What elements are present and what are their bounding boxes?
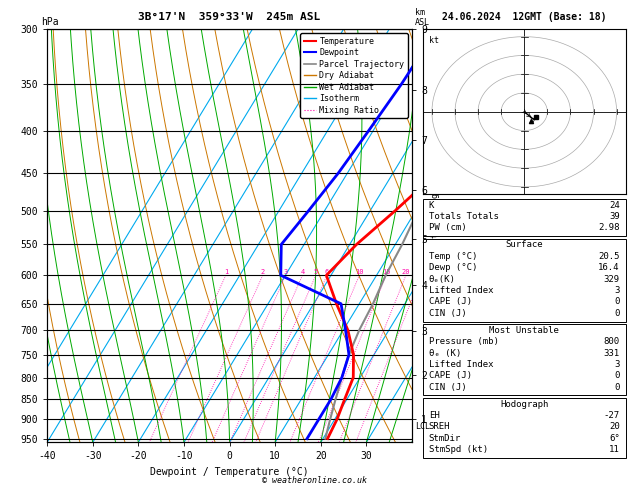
Text: © weatheronline.co.uk: © weatheronline.co.uk	[262, 476, 367, 485]
Text: Dewp (°C): Dewp (°C)	[429, 263, 477, 272]
Text: CAPE (J): CAPE (J)	[429, 371, 472, 380]
Text: Hodograph: Hodograph	[500, 399, 548, 409]
Text: kt: kt	[429, 36, 439, 45]
Text: LCL: LCL	[415, 422, 430, 431]
Bar	[423, 239, 626, 322]
Text: Surface: Surface	[506, 241, 543, 249]
Text: Lifted Index: Lifted Index	[429, 286, 493, 295]
Text: 20.5: 20.5	[598, 252, 620, 261]
Text: K: K	[429, 201, 434, 209]
Text: 20: 20	[609, 422, 620, 432]
Text: PW (cm): PW (cm)	[429, 224, 467, 232]
Text: Temp (°C): Temp (°C)	[429, 252, 477, 261]
Text: Most Unstable: Most Unstable	[489, 326, 559, 335]
Text: 4: 4	[300, 269, 304, 276]
Text: 800: 800	[604, 337, 620, 346]
Text: CIN (J): CIN (J)	[429, 382, 467, 392]
Text: km
ASL: km ASL	[415, 8, 430, 27]
Text: SREH: SREH	[429, 422, 450, 432]
Text: 10: 10	[355, 269, 364, 276]
Text: Mixing Ratio (g/kg): Mixing Ratio (g/kg)	[431, 188, 440, 283]
Legend: Temperature, Dewpoint, Parcel Trajectory, Dry Adiabat, Wet Adiabat, Isotherm, Mi: Temperature, Dewpoint, Parcel Trajectory…	[300, 34, 408, 118]
Bar	[423, 199, 626, 236]
Text: CAPE (J): CAPE (J)	[429, 297, 472, 306]
Text: θₑ(K): θₑ(K)	[429, 275, 455, 284]
Text: 5: 5	[314, 269, 318, 276]
Text: θₑ (K): θₑ (K)	[429, 348, 461, 358]
Text: StmDir: StmDir	[429, 434, 461, 443]
Bar	[423, 324, 626, 396]
Text: 20: 20	[402, 269, 410, 276]
Text: -27: -27	[604, 411, 620, 420]
Text: 1: 1	[224, 269, 228, 276]
Text: 15: 15	[382, 269, 391, 276]
Text: 0: 0	[615, 309, 620, 318]
Text: hPa: hPa	[41, 17, 58, 27]
Text: 0: 0	[615, 371, 620, 380]
Text: 2: 2	[260, 269, 265, 276]
Text: 11: 11	[609, 445, 620, 454]
Text: 331: 331	[604, 348, 620, 358]
Text: 6°: 6°	[609, 434, 620, 443]
Text: 6: 6	[325, 269, 329, 276]
Text: StmSpd (kt): StmSpd (kt)	[429, 445, 488, 454]
Text: 3B°17'N  359°33'W  245m ASL: 3B°17'N 359°33'W 245m ASL	[138, 12, 321, 22]
Text: 2.98: 2.98	[598, 224, 620, 232]
Text: 0: 0	[615, 297, 620, 306]
Text: 3: 3	[615, 286, 620, 295]
Text: 39: 39	[609, 212, 620, 221]
Text: CIN (J): CIN (J)	[429, 309, 467, 318]
Bar	[423, 399, 626, 458]
X-axis label: Dewpoint / Temperature (°C): Dewpoint / Temperature (°C)	[150, 467, 309, 477]
Text: 329: 329	[604, 275, 620, 284]
Text: 24.06.2024  12GMT (Base: 18): 24.06.2024 12GMT (Base: 18)	[442, 12, 606, 22]
Text: EH: EH	[429, 411, 440, 420]
Text: Totals Totals: Totals Totals	[429, 212, 499, 221]
Text: 24: 24	[609, 201, 620, 209]
Text: 16.4: 16.4	[598, 263, 620, 272]
Text: Lifted Index: Lifted Index	[429, 360, 493, 369]
Text: Pressure (mb): Pressure (mb)	[429, 337, 499, 346]
Text: 3: 3	[615, 360, 620, 369]
Text: 0: 0	[615, 382, 620, 392]
Text: 3: 3	[284, 269, 287, 276]
